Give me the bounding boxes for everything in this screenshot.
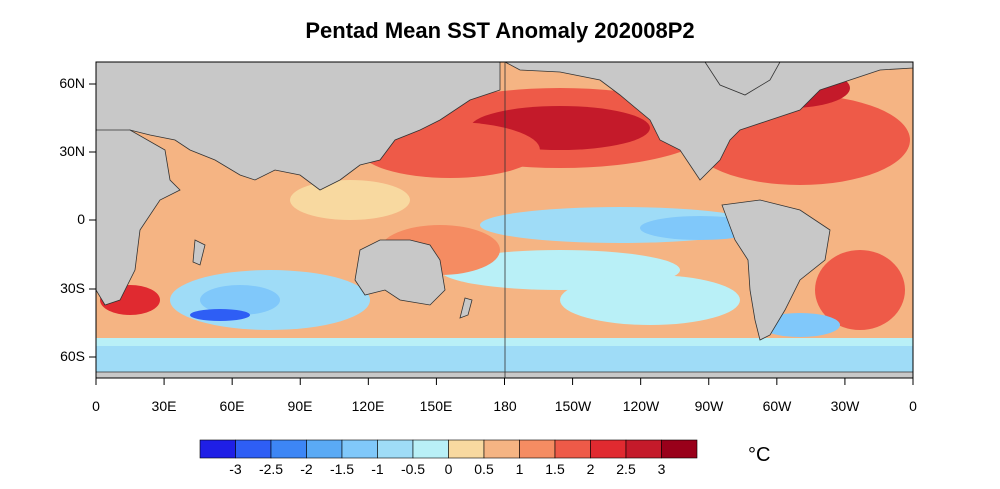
africa bbox=[96, 129, 181, 306]
map-title: Pentad Mean SST Anomaly 202008P2 bbox=[305, 18, 695, 43]
eurasia bbox=[96, 62, 501, 191]
x-tick-label: 60W bbox=[762, 398, 792, 414]
antarctica bbox=[96, 371, 913, 378]
x-tick-label: 30W bbox=[830, 398, 860, 414]
colorbar-label: 1.5 bbox=[545, 461, 565, 477]
colorbar-swatch bbox=[448, 439, 485, 459]
colorbar-label: 0 bbox=[444, 461, 453, 477]
tick-marks bbox=[89, 83, 914, 385]
colorbar-label: 2 bbox=[586, 461, 595, 477]
y-tick-label: 30S bbox=[60, 280, 85, 296]
colorbar-swatch bbox=[412, 439, 449, 459]
colorbar-label: -0.5 bbox=[400, 461, 426, 477]
colorbar-swatch bbox=[661, 439, 698, 459]
colorbar-swatch bbox=[235, 439, 272, 459]
y-tick-label: 60N bbox=[59, 75, 85, 91]
x-tick-label: 150W bbox=[554, 398, 592, 414]
x-tick-label: 150E bbox=[419, 398, 453, 414]
australia bbox=[354, 239, 446, 306]
colorbar-label: -1.5 bbox=[329, 461, 355, 477]
greenland bbox=[704, 62, 781, 96]
colorbar-label: -2 bbox=[300, 461, 313, 477]
colorbar-swatch bbox=[341, 439, 378, 459]
colorbar-label: 1 bbox=[515, 461, 524, 477]
y-tick-label: 30N bbox=[59, 143, 85, 159]
colorbar-label: -1 bbox=[371, 461, 384, 477]
units-label: °C bbox=[748, 444, 771, 466]
colorbar-swatch bbox=[590, 439, 627, 459]
x-tick-label: 0 bbox=[909, 398, 917, 414]
colorbar-label: -3 bbox=[229, 461, 242, 477]
colorbar-swatch bbox=[554, 439, 591, 459]
colorbar-swatch bbox=[625, 439, 662, 459]
colorbar-swatch bbox=[483, 439, 520, 459]
colorbar-swatch bbox=[199, 439, 236, 459]
north-america bbox=[504, 62, 913, 181]
x-tick-label: 120W bbox=[622, 398, 660, 414]
south-america bbox=[721, 199, 831, 341]
colorbar-swatch bbox=[377, 439, 414, 459]
colorbar-swatch bbox=[270, 439, 307, 459]
x-tick-label: 180 bbox=[493, 398, 517, 414]
colorbar-swatch bbox=[519, 439, 556, 459]
colorbar-swatch bbox=[306, 439, 343, 459]
y-tick-label: 0 bbox=[77, 211, 85, 227]
colorbar-label: 0.5 bbox=[474, 461, 494, 477]
colorbar-label: 3 bbox=[657, 461, 666, 477]
x-tick-label: 90E bbox=[287, 398, 313, 414]
colorbar bbox=[199, 439, 698, 459]
land-masses bbox=[96, 62, 913, 378]
new-zealand bbox=[459, 297, 473, 319]
x-tick-label: 0 bbox=[92, 398, 100, 414]
colorbar-label: 2.5 bbox=[616, 461, 636, 477]
x-tick-label: 120E bbox=[351, 398, 385, 414]
x-tick-label: 90W bbox=[694, 398, 724, 414]
x-tick-label: 30E bbox=[151, 398, 177, 414]
madagascar bbox=[192, 239, 206, 266]
colorbar-label: -2.5 bbox=[258, 461, 284, 477]
x-tick-label: 60E bbox=[219, 398, 245, 414]
y-tick-label: 60S bbox=[60, 348, 85, 364]
